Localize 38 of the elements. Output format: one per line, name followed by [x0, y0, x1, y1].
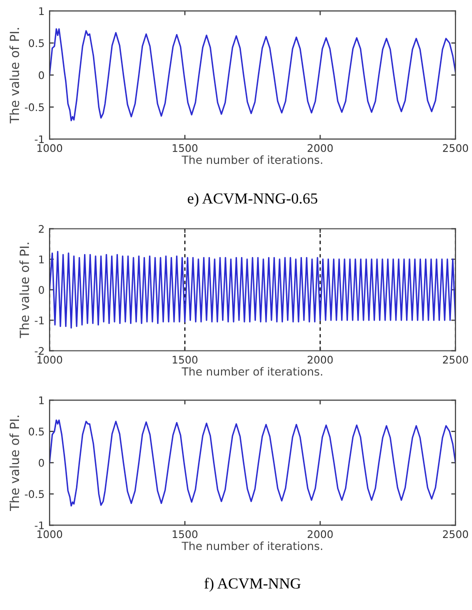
- line-series: [50, 250, 456, 329]
- x-tick-label: 2000: [308, 530, 333, 538]
- y-tick-label: -0.5: [24, 490, 44, 498]
- y-tick-label: 0: [38, 71, 44, 80]
- x-tick-label: 1000: [37, 530, 62, 538]
- y-tick-label: 1: [39, 396, 44, 404]
- y-tick-label: -2: [34, 346, 44, 355]
- x-tick-label: 2500: [442, 530, 468, 538]
- x-tick-label: 1500: [172, 144, 198, 152]
- line-series: [50, 419, 456, 507]
- x-tick-label: 1000: [37, 356, 62, 364]
- x-tick-label: 2000: [308, 356, 333, 364]
- y-tick-label: -1: [34, 522, 44, 530]
- y-axis-title: The value of PI.: [10, 28, 20, 124]
- x-tick-label: 1500: [172, 530, 198, 538]
- y-tick-label: -0.5: [24, 103, 44, 112]
- y-tick-label: 0.5: [28, 428, 44, 436]
- line-series: [50, 28, 456, 122]
- x-tick-label: 1500: [172, 356, 198, 364]
- y-tick-label: -1: [34, 135, 44, 144]
- y-tick-label: 0: [38, 286, 44, 294]
- x-tick-label: 2500: [442, 144, 468, 152]
- y-tick-label: 0.5: [28, 39, 44, 48]
- y-axis-title: The value of PI.: [10, 416, 20, 511]
- text: f) ACVM-NNG: [204, 578, 301, 592]
- y-tick-label: 0: [38, 458, 44, 467]
- y-axis-title: The value of PI.: [19, 242, 30, 338]
- x-tick-label: 2500: [442, 356, 468, 364]
- y-tick-label: -1: [34, 316, 44, 324]
- text: e) ACVM-NNG-0.65: [188, 192, 318, 207]
- x-tick-label: 1000: [37, 144, 62, 152]
- y-tick-label: 1: [39, 256, 44, 264]
- x-axis-title: The number of iterations.: [182, 155, 322, 164]
- x-axis-title: The number of iterations.: [182, 367, 322, 376]
- y-tick-label: 1: [39, 7, 44, 15]
- x-tick-label: 2000: [308, 144, 333, 152]
- y-tick-label: 2: [38, 224, 44, 233]
- x-axis-title: The number of iterations.: [182, 542, 322, 550]
